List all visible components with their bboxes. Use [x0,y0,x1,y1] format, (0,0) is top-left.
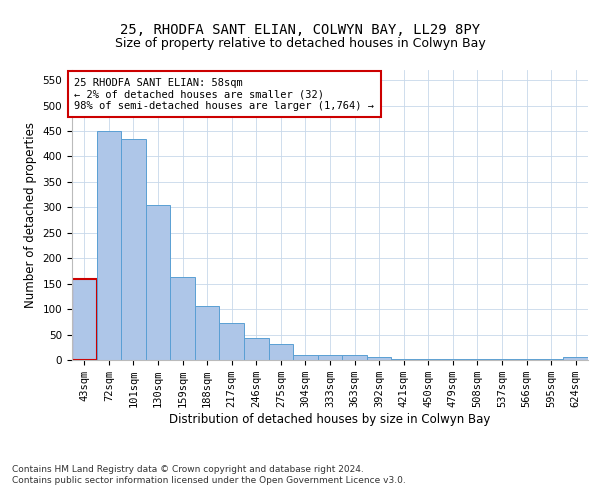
Bar [220,323,244,360]
Bar [195,306,220,360]
Bar [416,359,440,360]
Text: Size of property relative to detached houses in Colwyn Bay: Size of property relative to detached ho… [115,38,485,51]
Bar [72,278,97,360]
Bar [318,355,342,360]
Bar [539,359,563,360]
Text: 25, RHODFA SANT ELIAN, COLWYN BAY, LL29 8PY: 25, RHODFA SANT ELIAN, COLWYN BAY, LL29 … [120,22,480,36]
Bar [244,338,269,360]
Bar [293,355,318,360]
Y-axis label: Number of detached properties: Number of detached properties [24,122,37,308]
Bar [465,359,490,360]
Text: Contains HM Land Registry data © Crown copyright and database right 2024.: Contains HM Land Registry data © Crown c… [12,465,364,474]
Bar [97,131,121,360]
Bar [269,344,293,360]
Bar [121,138,146,360]
Bar [563,358,588,360]
Bar [367,358,391,360]
Bar [490,359,514,360]
X-axis label: Distribution of detached houses by size in Colwyn Bay: Distribution of detached houses by size … [169,413,491,426]
Bar [170,277,195,360]
Bar [440,359,465,360]
Text: 25 RHODFA SANT ELIAN: 58sqm
← 2% of detached houses are smaller (32)
98% of semi: 25 RHODFA SANT ELIAN: 58sqm ← 2% of deta… [74,78,374,110]
Bar [342,355,367,360]
Bar [146,205,170,360]
Text: Contains public sector information licensed under the Open Government Licence v3: Contains public sector information licen… [12,476,406,485]
Bar [514,359,539,360]
Bar [391,359,416,360]
